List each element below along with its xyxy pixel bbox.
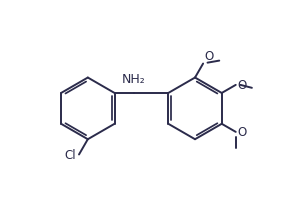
Text: NH₂: NH₂ — [122, 72, 146, 85]
Text: O: O — [237, 126, 246, 139]
Text: O: O — [204, 50, 213, 63]
Text: O: O — [237, 79, 246, 92]
Text: Cl: Cl — [65, 148, 76, 161]
